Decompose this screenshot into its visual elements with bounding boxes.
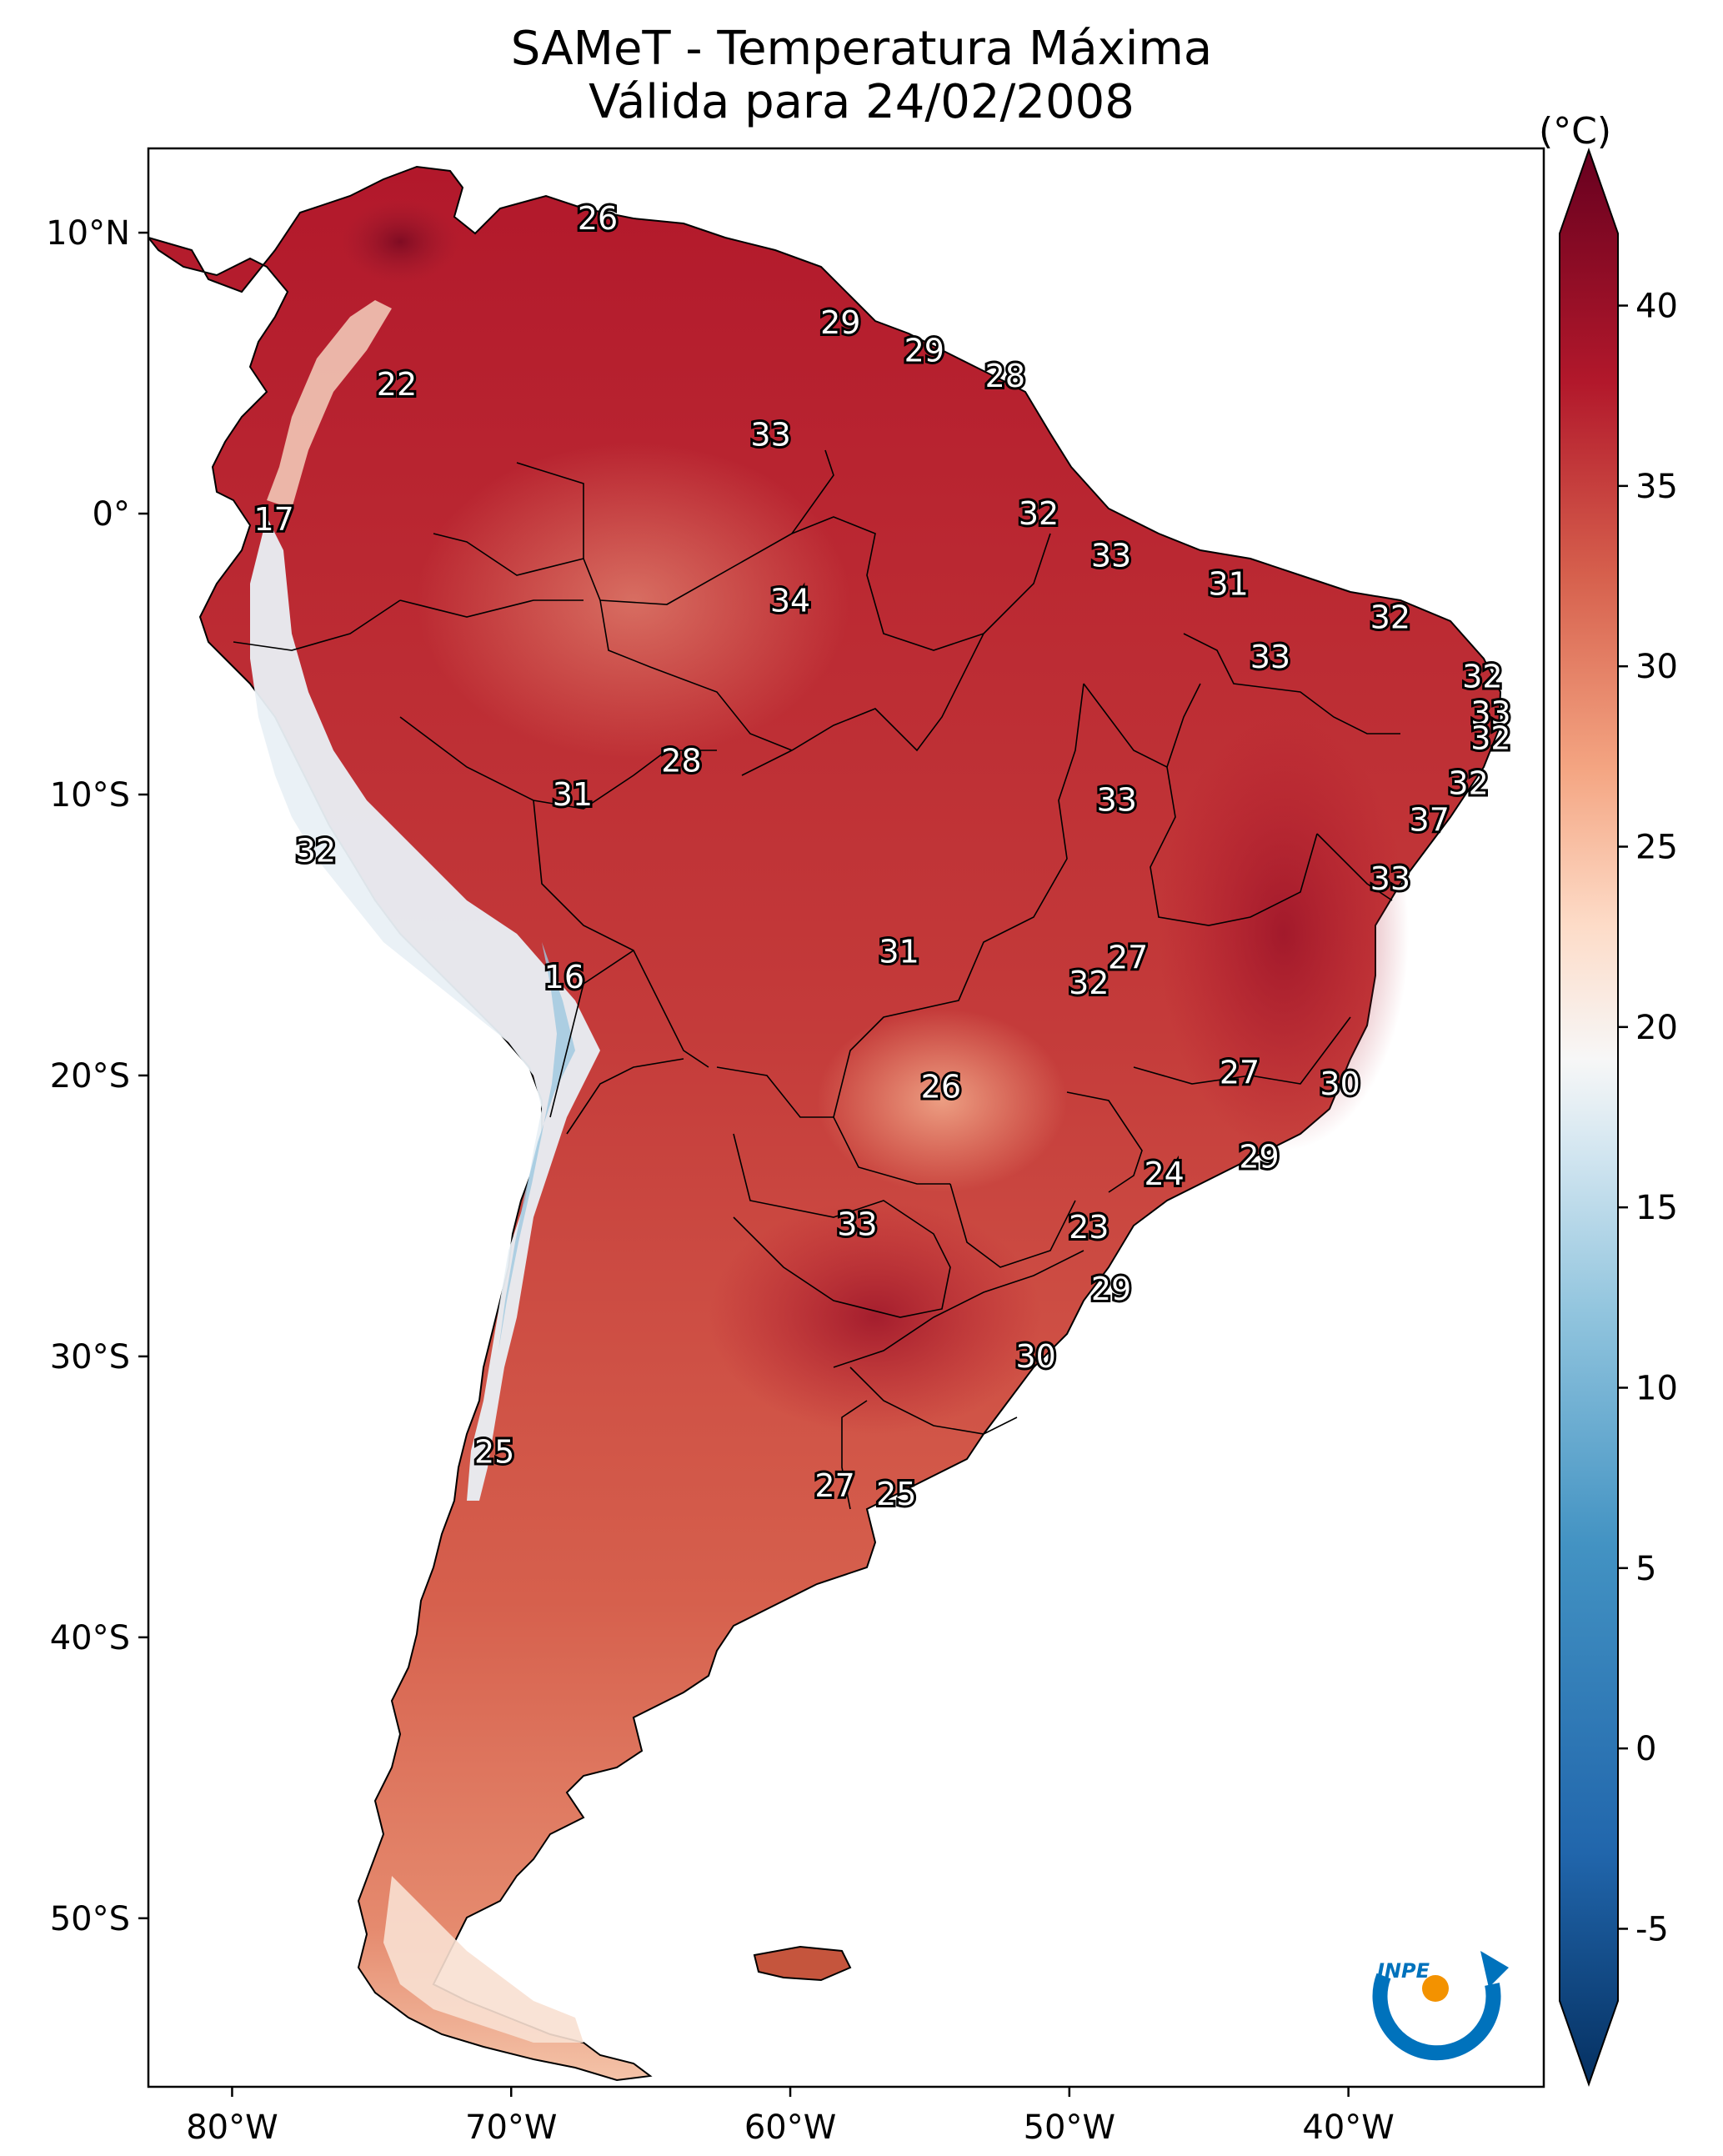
city-temperature-label: 32 — [1462, 658, 1502, 694]
city-temperature-label: 32 — [1069, 965, 1109, 1001]
city-temperature-label: 33 — [1470, 694, 1510, 731]
city-temperature-label: 27 — [814, 1467, 854, 1504]
city-temperature-label: 32 — [1470, 720, 1510, 757]
city-temperature-label: 33 — [1091, 538, 1131, 574]
cooler-area-mato-grosso-sul — [817, 1009, 1067, 1192]
city-temperature-label: 30 — [1320, 1065, 1360, 1102]
city-temperature-label: 27 — [1220, 1055, 1260, 1091]
colorbar-tick-label: -5 — [1635, 1910, 1669, 1948]
hot-spot-colombia — [342, 200, 458, 283]
colorbar-tick-label: 20 — [1635, 1009, 1678, 1047]
colorbar-tick-label: 30 — [1635, 648, 1678, 686]
colorbar-tick-label: 15 — [1635, 1189, 1678, 1227]
city-temperature-label: 32 — [1019, 495, 1059, 532]
city-temperature-label: 23 — [1069, 1209, 1109, 1246]
city-temperature-label: 28 — [661, 743, 701, 780]
cooler-area-amazon — [417, 442, 850, 759]
colorbar-ticks: -5 0 5 10 15 20 25 30 35 40 — [1618, 288, 1678, 1948]
colorbar: (°C) -5 0 5 10 15 20 25 30 35 40 — [1539, 110, 1678, 2088]
inpe-logo-arc — [1372, 1973, 1501, 2061]
city-temperature-label: 16 — [544, 959, 584, 995]
lon-tick-label: 60°W — [744, 2108, 836, 2147]
colorbar-tick-label: 35 — [1635, 468, 1678, 506]
city-temperature-label: 31 — [879, 934, 919, 970]
city-temperature-label: 33 — [1370, 860, 1410, 897]
city-value-labels: 2622173216252929283332333132343332333232… — [251, 198, 1513, 1515]
lon-tick-label: 70°W — [465, 2108, 557, 2147]
city-temperature-label: 37 — [1410, 801, 1450, 838]
hot-spot-northeast-brazil — [1159, 717, 1409, 1151]
city-temperature-label: 32 — [1370, 599, 1410, 636]
lat-tick-label: 10°S — [50, 776, 130, 815]
inpe-logo-text: INPE — [1377, 1959, 1430, 1983]
colorbar-tick-label: 5 — [1635, 1550, 1656, 1588]
city-temperature-label: 33 — [1097, 782, 1137, 819]
map-subtitle: Válida para 24/02/2008 — [589, 75, 1134, 129]
map-title: SAMeT - Temperatura Máxima — [510, 22, 1213, 76]
map-area: INPE — [148, 165, 1509, 2082]
city-temperature-label: 29 — [820, 304, 860, 341]
andes-north-cool — [267, 300, 392, 509]
city-temperature-label: 29 — [904, 333, 944, 369]
city-temperature-label: 34 — [770, 583, 810, 619]
lat-tick-label: 30°S — [50, 1338, 130, 1376]
city-temperature-label: 22 — [377, 366, 417, 403]
city-temperature-label: 30 — [1015, 1338, 1055, 1375]
inpe-logo-sun — [1422, 1975, 1449, 2002]
city-temperature-label: 26 — [578, 200, 618, 237]
city-temperature-label: 31 — [1208, 565, 1248, 602]
andes-cool-band — [250, 517, 600, 1501]
city-temperature-label: 28 — [985, 358, 1025, 394]
colorbar-tick-label: 0 — [1635, 1730, 1656, 1768]
city-temperature-label: 26 — [921, 1068, 961, 1105]
patagonia-cool — [383, 1876, 584, 2043]
lon-tick-label: 40°W — [1302, 2108, 1394, 2147]
city-temperature-label: 31 — [553, 776, 593, 813]
inpe-logo-arrow-icon — [1480, 1951, 1509, 1988]
city-temperature-label: 32 — [296, 832, 336, 869]
lon-tick-label: 80°W — [186, 2108, 278, 2147]
axis-ticks: 80°W 70°W 60°W 50°W 40°W 10°N 0° 10°S 20°S 30°S 40… — [46, 214, 1395, 2147]
colorbar-scale — [1559, 147, 1619, 2088]
city-temperature-label: 27 — [1108, 939, 1148, 975]
lat-tick-label: 0° — [93, 495, 130, 534]
city-temperature-label: 29 — [1091, 1271, 1131, 1307]
lat-tick-label: 40°S — [50, 1619, 130, 1657]
colorbar-tick-label: 40 — [1635, 288, 1678, 326]
lat-tick-label: 20°S — [50, 1057, 130, 1096]
colorbar-tick-label: 25 — [1635, 829, 1678, 867]
colorbar-tick-label: 10 — [1635, 1369, 1678, 1407]
city-temperature-label: 33 — [1250, 639, 1290, 675]
andes-cold-core — [498, 942, 575, 1351]
map-frame — [147, 147, 1545, 2088]
lon-tick-label: 50°W — [1024, 2108, 1115, 2147]
city-temperature-label: 25 — [474, 1433, 514, 1470]
city-temperature-label: 25 — [876, 1476, 916, 1512]
city-temperature-label: 33 — [837, 1206, 877, 1243]
city-temperature-label: 33 — [750, 417, 790, 454]
city-temperature-label: 17 — [253, 501, 293, 538]
country-borders — [233, 449, 1400, 1510]
city-temperature-label: 24 — [1144, 1156, 1184, 1192]
colorbar-unit-label: (°C) — [1539, 110, 1611, 153]
city-temperature-label: 29 — [1239, 1139, 1279, 1176]
falkland-islands — [753, 1945, 852, 1982]
inpe-logo: INPE — [1372, 1951, 1509, 2061]
lat-tick-label: 50°S — [50, 1900, 130, 1938]
hot-spot-paraguay — [709, 1201, 1042, 1434]
lat-tick-label: 10°N — [46, 214, 130, 253]
city-temperature-label: 32 — [1448, 765, 1488, 802]
